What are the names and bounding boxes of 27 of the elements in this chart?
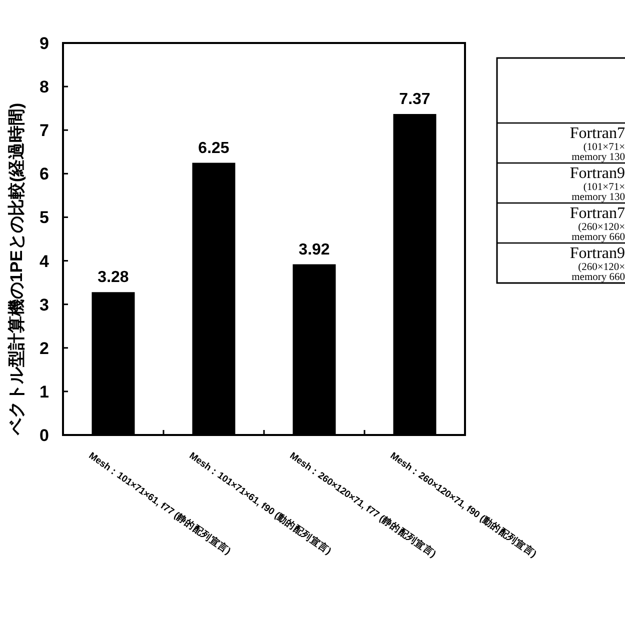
text: Fortran7 [570,125,625,142]
y-tick-label: 4 [40,252,50,271]
y-tick-label: 0 [40,426,49,445]
y-tick-label: 3 [40,295,49,314]
text: (260×120× [578,262,625,273]
y-tick-label: 8 [40,78,49,97]
data-label: 7.37 [399,90,430,108]
text: memory 660 [572,272,625,283]
text: memory 130 [572,152,625,163]
text: (101×71× [583,182,625,193]
data-label: 3.28 [98,269,129,286]
y-axis-title: ベクトル型計算機の1PEとの比較(経過時間) [7,102,26,436]
y-tick-label: 7 [40,121,49,140]
text: (101×71× [583,142,625,153]
data-label: 6.25 [198,140,230,157]
y-tick-label: 6 [40,164,49,184]
text: Fortran9 [570,165,625,182]
text: Fortran7 [570,205,625,222]
y-tick-label: 1 [40,382,49,402]
text: memory 130 [572,192,625,203]
text: memory 660 [572,232,625,243]
y-tick-label: 5 [40,208,49,228]
y-tick-label: 2 [40,338,49,358]
data-label: 3.92 [298,241,330,258]
text: Fortran9 [570,245,625,262]
text: (260×120× [578,222,625,233]
y-tick-label: 9 [40,34,49,53]
